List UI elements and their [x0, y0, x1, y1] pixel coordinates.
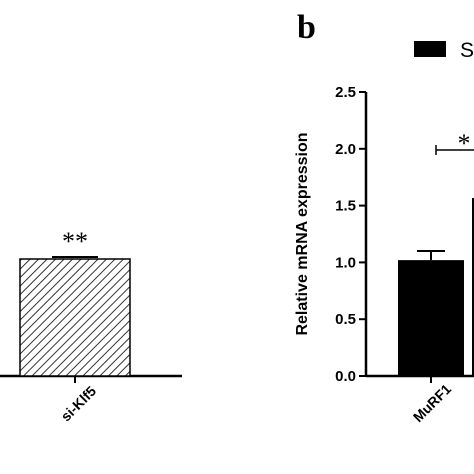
- y-ticks: 0.0 0.5 1.0 1.5 2.0 2.5: [335, 84, 366, 385]
- y-tick-label: 1.5: [335, 198, 356, 215]
- y-tick-label: 2.5: [335, 84, 356, 101]
- panel-b-significance: *: [458, 129, 471, 158]
- bars: [398, 250, 464, 376]
- panel-b-letter: b: [297, 9, 316, 46]
- panel-a: ** si-Klf5: [0, 227, 182, 424]
- panel-a-bar-si-klf5: [19, 258, 131, 377]
- y-axis-label: Relative mRNA expression: [294, 132, 311, 335]
- panel-a-category-label: si-Klf5: [58, 383, 100, 425]
- y-tick-label: 0.0: [335, 368, 356, 385]
- legend-swatch: [414, 41, 446, 57]
- y-tick-label: 0.5: [335, 311, 356, 328]
- bar-murf1: [398, 260, 464, 376]
- y-tick-label: 1.0: [335, 254, 356, 271]
- panel-b: S 0.0 0.5 1.0 1.5 2.0 2.5 Relative mRNA expre…: [294, 39, 474, 425]
- legend-label: S: [460, 39, 474, 62]
- panel-a-significance: **: [62, 227, 88, 256]
- x-label-murf1: MuRF1: [410, 381, 454, 425]
- y-tick-label: 2.0: [335, 141, 356, 158]
